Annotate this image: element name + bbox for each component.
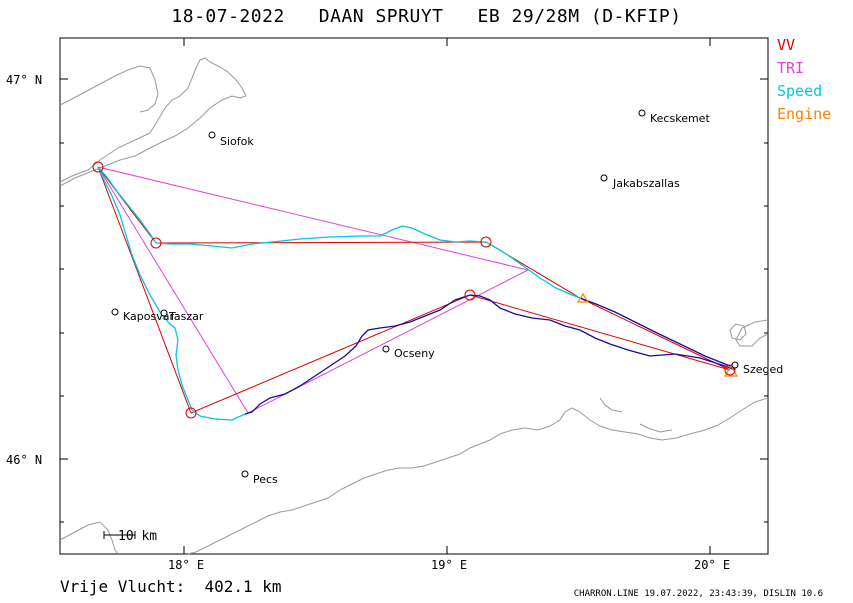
legend-engine: Engine: [777, 105, 832, 123]
x-tick-18: 18° E: [168, 558, 204, 572]
city-szeged: Szeged: [743, 363, 783, 376]
legend: VV TRI Speed Engine: [777, 34, 831, 126]
free-flight-distance: Vrije Vlucht: 402.1 km: [60, 577, 282, 596]
x-tick-20: 20° E: [694, 558, 730, 572]
city-siofok: Siofok: [220, 135, 254, 148]
city-pecs: Pecs: [253, 473, 278, 486]
legend-speed: Speed: [777, 82, 823, 100]
city-ocseny: Ocseny: [394, 347, 435, 360]
city-taszar: Taszar: [168, 310, 204, 323]
legend-tri: TRI: [777, 59, 805, 77]
track-blue: [244, 294, 736, 415]
tri-triangle: [96, 166, 530, 414]
scale-bar-label: 10 km: [118, 529, 157, 544]
generator-info: CHARRON.LINE 19.07.2022, 23:43:39, DISLI…: [573, 589, 823, 599]
map-title: 18-07-2022 DAAN SPRUYT EB 29/28M (D-KFIP…: [171, 6, 682, 27]
map-frame: [59, 37, 769, 555]
cities: Siofok Kecskemet Jakabszallas Kaposvar T…: [111, 109, 783, 486]
turnpoints: [92, 161, 736, 419]
scale-bar: [103, 531, 136, 539]
city-kecskemet: Kecskemet: [650, 112, 710, 125]
engine-marker: [576, 292, 739, 377]
track-cyan: [97, 166, 581, 421]
x-tick-19: 19° E: [431, 558, 467, 572]
legend-vv: VV: [777, 36, 796, 54]
vv-route: [97, 166, 731, 414]
city-jakabszallas: Jakabszallas: [612, 177, 680, 190]
y-tick-46: 46° N: [6, 453, 42, 467]
y-tick-47: 47° N: [6, 73, 42, 87]
coastlines: [59, 57, 769, 555]
axis-ticks: [60, 38, 768, 554]
